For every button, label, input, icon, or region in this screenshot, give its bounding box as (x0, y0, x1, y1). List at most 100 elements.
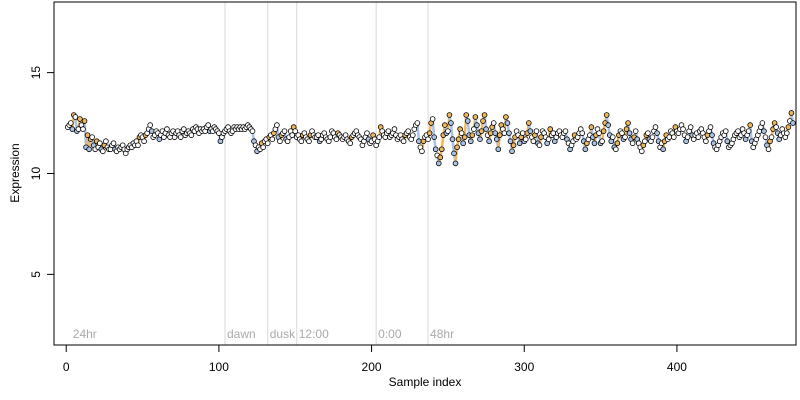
data-point (490, 120, 497, 126)
data-point (445, 128, 451, 134)
data-point (431, 134, 437, 140)
data-point (260, 144, 266, 151)
data-point (530, 138, 537, 145)
data-point (773, 124, 779, 130)
data-point (333, 136, 340, 143)
data-point (80, 126, 86, 132)
data-point (463, 112, 470, 118)
data-point (492, 130, 499, 136)
phase-label: dusk (270, 327, 296, 341)
data-point (281, 128, 288, 134)
data-points (64, 110, 796, 167)
data-point (77, 116, 83, 122)
data-point (609, 134, 616, 140)
data-point (654, 130, 660, 136)
data-point (562, 128, 569, 134)
data-point (603, 112, 610, 118)
data-point (591, 140, 598, 147)
data-point (622, 134, 628, 140)
data-point (72, 114, 79, 120)
data-point (400, 138, 407, 145)
data-point (506, 130, 512, 136)
data-point (533, 128, 540, 134)
data-point (364, 130, 370, 136)
data-point (642, 138, 648, 145)
data-point (493, 136, 500, 143)
data-point (790, 120, 796, 126)
data-point (747, 122, 753, 128)
data-point (448, 120, 454, 126)
data-point (762, 134, 769, 140)
data-point (596, 130, 602, 136)
data-point (516, 140, 523, 147)
data-point (765, 146, 772, 153)
phase-label: 24hr (73, 327, 97, 341)
data-point (623, 126, 630, 132)
data-point (452, 160, 459, 167)
data-point (429, 116, 436, 122)
phase-label: 48hr (430, 327, 454, 341)
data-point (784, 130, 790, 136)
data-point (449, 136, 456, 143)
data-point (649, 134, 656, 140)
data-point (458, 130, 465, 136)
data-point (536, 142, 543, 149)
data-point (652, 124, 659, 130)
data-point (545, 136, 552, 143)
data-point (526, 120, 532, 126)
data-point (188, 132, 195, 138)
data-point (442, 122, 448, 128)
data-point (147, 122, 153, 128)
data-point (177, 134, 184, 140)
data-point (416, 138, 422, 145)
data-point (460, 140, 466, 147)
phase-label: 0:00 (378, 327, 402, 341)
data-point (405, 128, 412, 134)
data-point (81, 118, 88, 124)
data-point (507, 138, 514, 145)
data-point (110, 140, 117, 147)
data-point (164, 126, 170, 132)
data-point (205, 122, 212, 128)
x-tick-label: 100 (209, 360, 229, 374)
data-point (469, 132, 476, 138)
data-point (483, 126, 489, 132)
x-tick-label: 0 (63, 360, 70, 374)
data-point (446, 112, 453, 118)
y-tick-label: 10 (29, 167, 43, 181)
data-point (451, 150, 457, 157)
data-point (709, 132, 715, 138)
data-point (625, 120, 631, 126)
data-point (435, 160, 442, 167)
data-point (768, 134, 775, 140)
data-point (501, 130, 508, 136)
data-point (274, 122, 280, 128)
data-point (600, 128, 607, 134)
data-point (277, 138, 283, 145)
x-tick-label: 400 (667, 360, 687, 374)
data-point (438, 146, 445, 153)
data-point (588, 124, 595, 130)
data-point (487, 130, 494, 136)
data-point (391, 126, 398, 132)
data-point (619, 130, 625, 136)
data-point (522, 136, 529, 143)
data-point (347, 140, 353, 147)
phase-label: dawn (227, 327, 256, 341)
data-point (510, 142, 517, 149)
data-point (472, 114, 479, 120)
phase-label: 12:00 (299, 327, 329, 341)
data-point (180, 126, 187, 132)
data-point (614, 140, 621, 147)
data-point (687, 124, 694, 130)
data-point (695, 134, 702, 140)
data-point (100, 148, 106, 155)
data-point (632, 128, 639, 134)
data-point (455, 136, 462, 143)
data-point (660, 146, 666, 153)
data-point (638, 148, 645, 155)
data-point (481, 112, 488, 118)
data-point (761, 128, 767, 134)
